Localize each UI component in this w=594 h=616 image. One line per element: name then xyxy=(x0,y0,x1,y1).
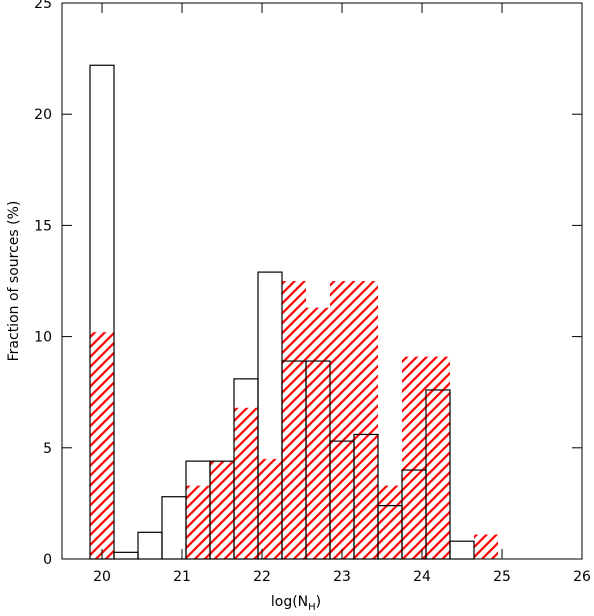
bar xyxy=(402,356,426,559)
y-tick-label: 25 xyxy=(34,0,52,12)
bar xyxy=(354,281,378,559)
bar xyxy=(90,332,114,559)
x-tick-label: 20 xyxy=(93,569,111,585)
x-tick-label: 25 xyxy=(493,569,511,585)
bar xyxy=(330,281,354,559)
bar xyxy=(426,356,450,559)
bar xyxy=(137,531,163,560)
x-tick-label: 21 xyxy=(173,569,191,585)
x-tick-label: 24 xyxy=(413,569,431,585)
plot-frame xyxy=(61,2,583,560)
bar xyxy=(186,485,210,559)
x-axis-label: log(NH) xyxy=(271,594,321,612)
bar xyxy=(258,458,282,559)
y-tick-label: 5 xyxy=(43,441,52,457)
bar xyxy=(210,461,234,559)
x-tick-label: 26 xyxy=(573,569,591,585)
bar xyxy=(474,534,498,559)
x-tick-label: 23 xyxy=(333,569,351,585)
x-tick-label: 22 xyxy=(253,569,271,585)
bar xyxy=(282,281,306,559)
y-tick-label: 10 xyxy=(34,330,52,346)
bar xyxy=(306,307,330,559)
bar xyxy=(378,485,402,559)
y-tick-label: 20 xyxy=(34,107,52,123)
y-tick-label: 0 xyxy=(43,552,52,568)
bar xyxy=(113,551,139,560)
y-axis-label: Fraction of sources (%) xyxy=(6,201,22,362)
y-tick-label: 15 xyxy=(34,218,52,234)
bar xyxy=(449,540,475,560)
bar xyxy=(234,407,258,559)
